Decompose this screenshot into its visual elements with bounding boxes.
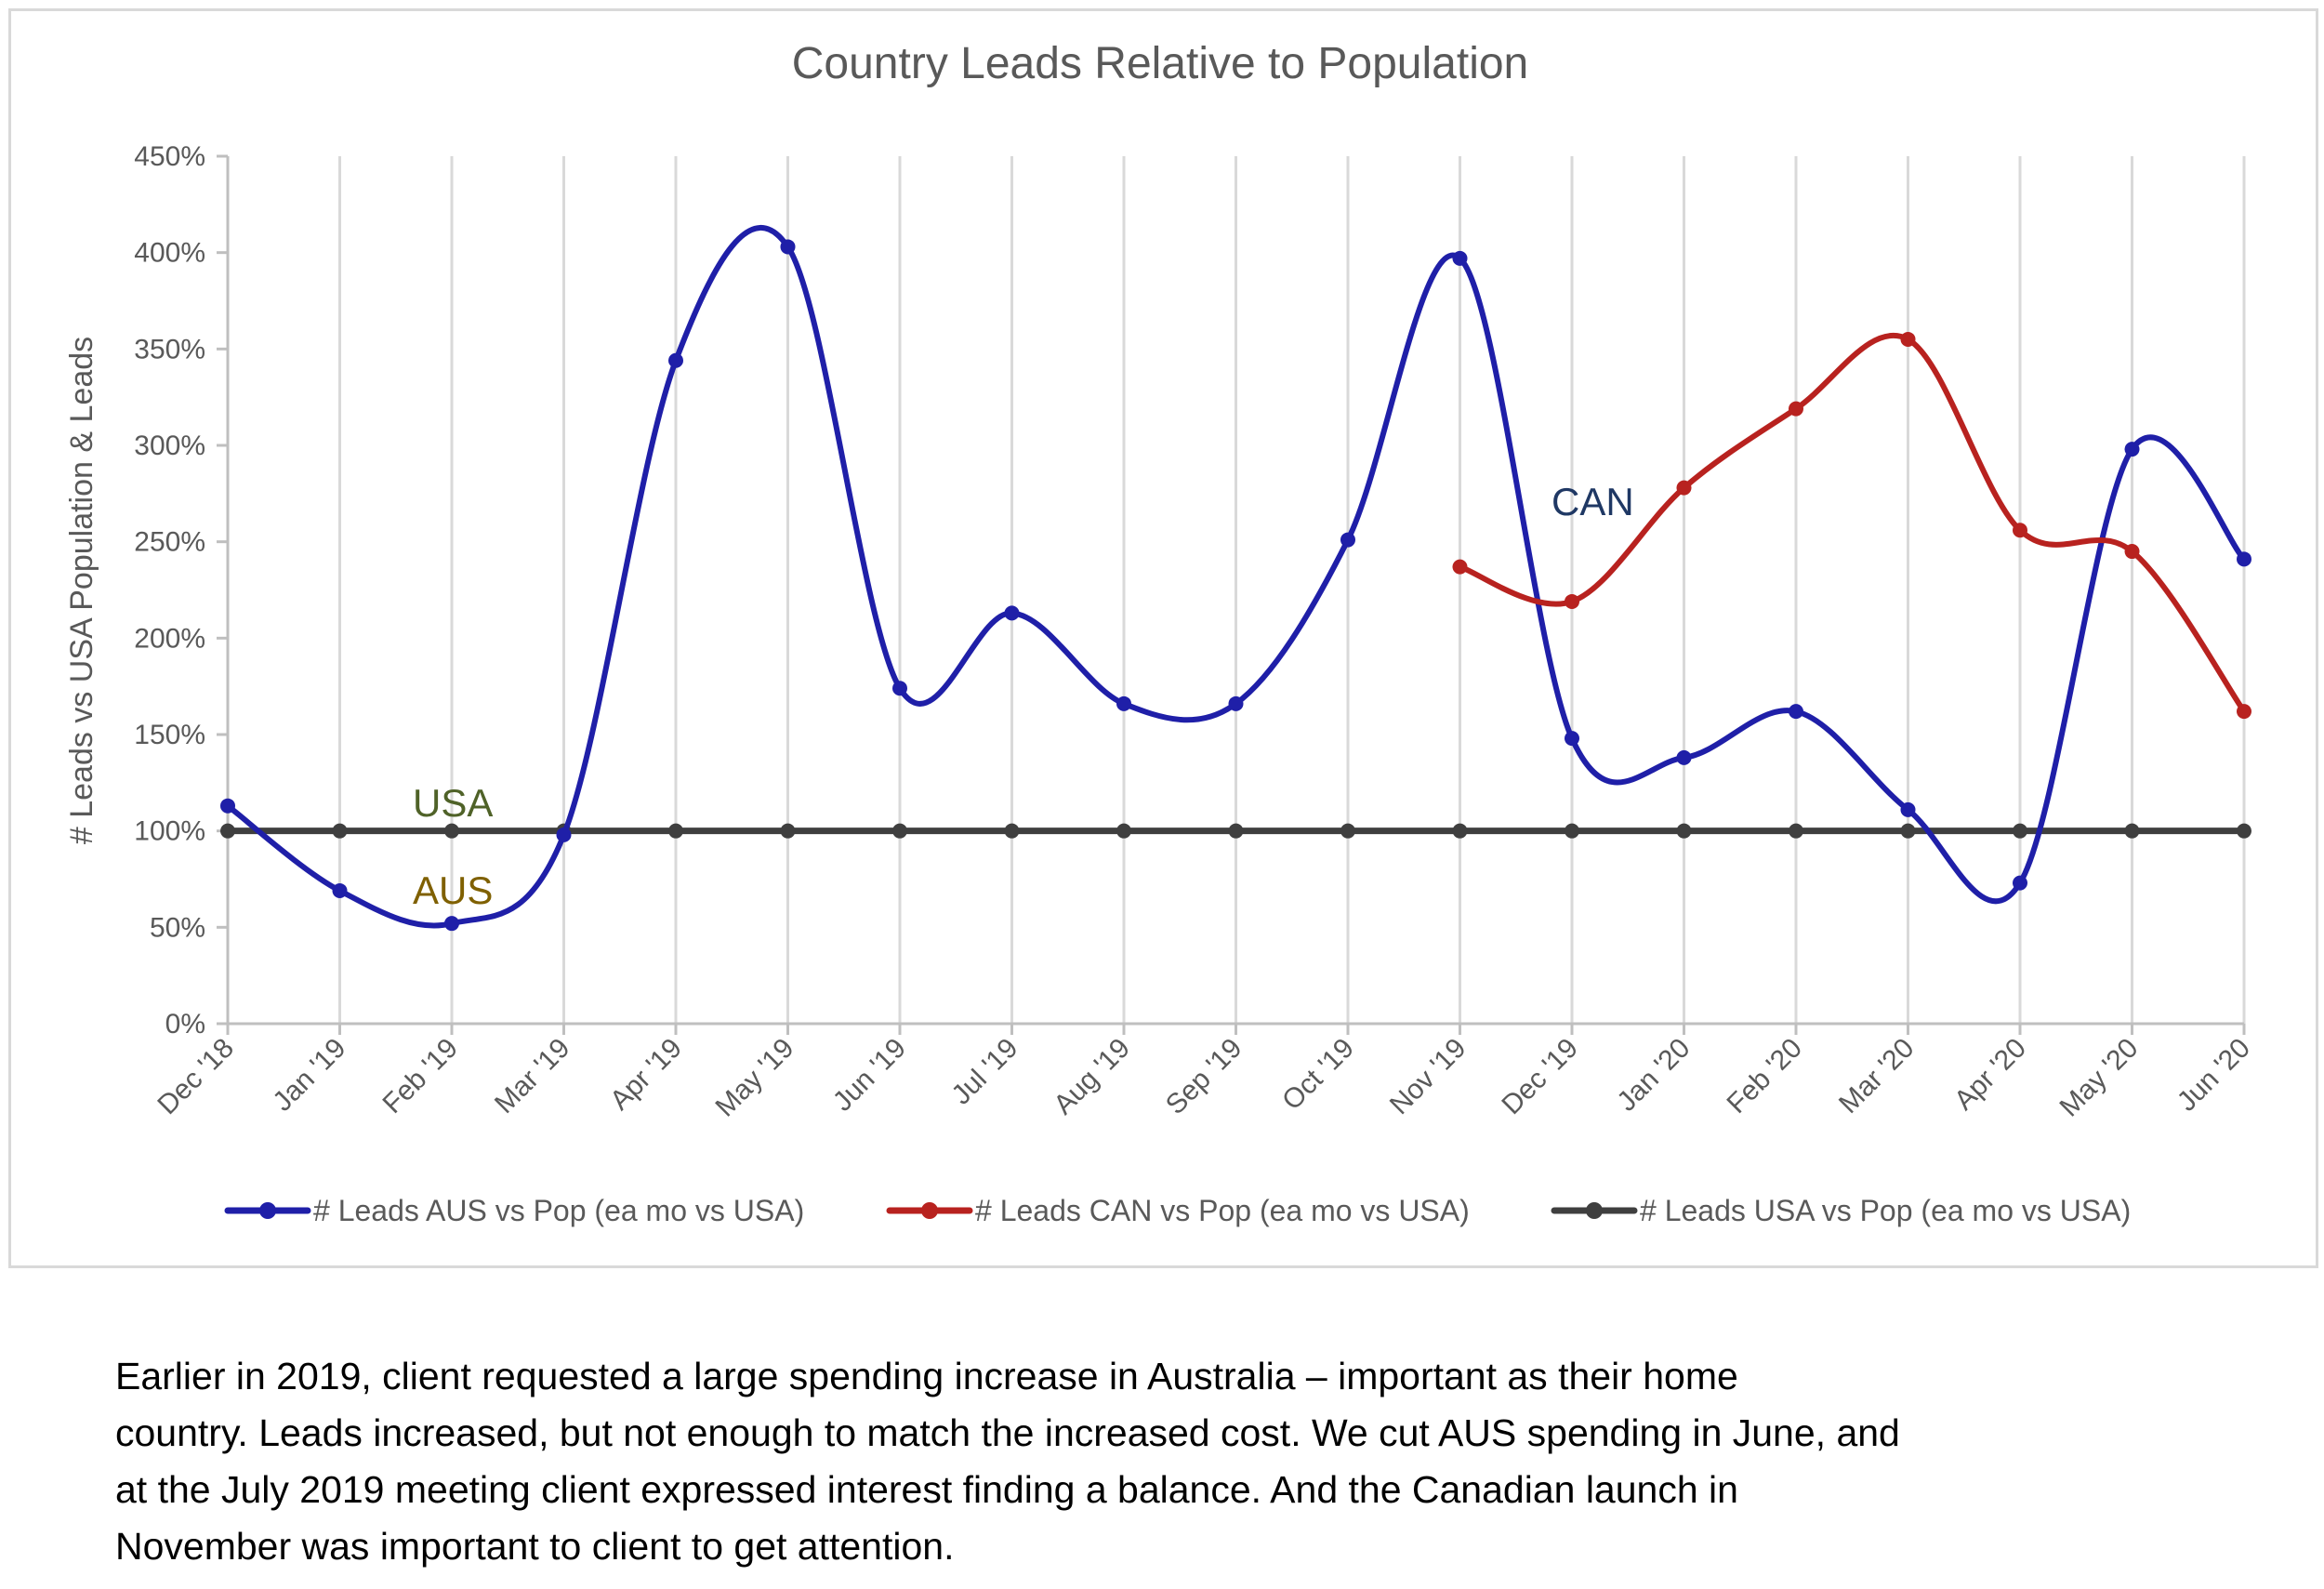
x-tick-label: Jun '20 — [2172, 1033, 2256, 1118]
data-point — [780, 239, 796, 255]
y-tick-label: 50% — [150, 912, 205, 943]
y-tick-label: 350% — [134, 334, 205, 364]
y-tick-label: 200% — [134, 623, 205, 654]
annotation-can: CAN — [1552, 480, 1634, 523]
data-point — [1900, 331, 1916, 347]
x-tick-label: Jan '20 — [1611, 1033, 1696, 1118]
chart-title: Country Leads Relative to Population — [792, 39, 1529, 88]
caption-line: Earlier in 2019, client requested a larg… — [115, 1355, 1738, 1397]
x-tick-label: Feb '20 — [1722, 1033, 1808, 1119]
line-chart: Country Leads Relative to Population # L… — [64, 39, 2256, 1227]
data-point — [332, 823, 348, 839]
x-tick-label: Sep '19 — [1160, 1033, 1248, 1121]
chart-frame: Country Leads Relative to Population # L… — [8, 8, 2318, 1268]
data-point — [556, 827, 572, 842]
data-point — [1565, 731, 1579, 747]
y-tick-label: 300% — [134, 430, 205, 461]
data-point — [220, 823, 235, 839]
y-tick-label: 400% — [134, 238, 205, 269]
legend: # Leads AUS vs Pop (ea mo vs USA) # Leads… — [224, 1194, 2131, 1227]
data-point — [444, 916, 459, 932]
data-point — [668, 352, 683, 368]
legend-label: # Leads CAN vs Pop (ea mo vs USA) — [975, 1194, 1470, 1227]
x-tick-label: Feb '19 — [377, 1033, 464, 1119]
legend-swatch-marker — [1586, 1202, 1603, 1219]
data-point — [1452, 823, 1468, 839]
y-axis-title: # Leads vs USA Population & Leads — [64, 337, 99, 844]
series-line — [225, 224, 2247, 929]
legend-swatch-marker — [921, 1202, 938, 1219]
caption-paragraph: Earlier in 2019, client requested a larg… — [115, 1348, 2253, 1575]
annotation-usa: USA — [413, 781, 493, 825]
data-point — [444, 823, 459, 839]
data-point — [1676, 749, 1692, 765]
x-tick-label: Mar '19 — [489, 1033, 575, 1119]
legend-label: # Leads USA vs Pop (ea mo vs USA) — [1640, 1194, 2131, 1227]
annotations: USA AUS CAN — [413, 480, 1634, 912]
data-point — [220, 798, 235, 814]
data-point — [780, 823, 796, 839]
x-tick-label: Mar '20 — [1833, 1033, 1920, 1119]
legend-swatch-marker — [259, 1202, 276, 1219]
data-point — [1900, 801, 1916, 817]
data-point — [1565, 823, 1579, 839]
data-point — [2013, 523, 2027, 538]
data-point — [2237, 551, 2251, 567]
data-point — [1676, 480, 1692, 496]
data-point — [1789, 704, 1803, 720]
y-tick-label: 0% — [165, 1009, 205, 1039]
grid — [226, 156, 2246, 1024]
legend-label: # Leads AUS vs Pop (ea mo vs USA) — [313, 1194, 804, 1227]
x-tick-label: Dec '19 — [1496, 1033, 1584, 1121]
x-tick-label: Jan '19 — [267, 1033, 351, 1118]
data-point — [1340, 532, 1355, 548]
annotation-aus: AUS — [413, 868, 493, 912]
data-point — [1452, 559, 1468, 575]
data-point — [2124, 823, 2140, 839]
series-group — [220, 224, 2251, 932]
x-tick-label: May '19 — [709, 1033, 799, 1123]
data-point — [1116, 823, 1131, 839]
data-point — [892, 823, 907, 839]
data-point — [1789, 823, 1803, 839]
data-point — [1452, 250, 1468, 266]
data-point — [2124, 442, 2140, 457]
y-tick-label: 250% — [134, 527, 205, 558]
x-tick-label: Oct '19 — [1276, 1033, 1360, 1117]
x-tick-label: May '20 — [2053, 1033, 2144, 1123]
data-point — [1676, 823, 1692, 839]
x-tick-label: Jun '19 — [827, 1033, 912, 1118]
x-tick-label: Aug '19 — [1048, 1033, 1136, 1121]
data-point — [1004, 605, 1020, 621]
data-point — [2013, 823, 2027, 839]
data-point — [892, 681, 907, 696]
data-point — [1789, 401, 1803, 417]
data-point — [332, 882, 348, 898]
data-point — [2013, 875, 2027, 891]
y-tick-label: 450% — [134, 141, 205, 172]
data-point — [668, 823, 683, 839]
data-point — [2124, 544, 2140, 560]
data-point — [2237, 704, 2251, 720]
caption-line: at the July 2019 meeting client expresse… — [115, 1468, 1738, 1511]
data-point — [2237, 823, 2251, 839]
data-point — [1228, 695, 1244, 711]
caption-line: November was important to client to get … — [115, 1525, 955, 1568]
y-tick-label: 150% — [134, 720, 205, 750]
data-point — [1004, 823, 1020, 839]
x-tick-label: Jul '19 — [945, 1033, 1023, 1111]
x-tick-label: Nov '19 — [1384, 1033, 1472, 1121]
data-point — [1116, 695, 1131, 711]
data-point — [1565, 593, 1579, 609]
x-tick-label: Apr '19 — [604, 1033, 688, 1117]
data-point — [1228, 823, 1244, 839]
data-point — [1900, 823, 1916, 839]
caption-line: country. Leads increased, but not enough… — [115, 1411, 1900, 1454]
x-tick-label: Dec '18 — [152, 1033, 240, 1121]
data-point — [1340, 823, 1355, 839]
x-tick-label: Apr '20 — [1948, 1033, 2032, 1117]
y-tick-label: 100% — [134, 816, 205, 847]
